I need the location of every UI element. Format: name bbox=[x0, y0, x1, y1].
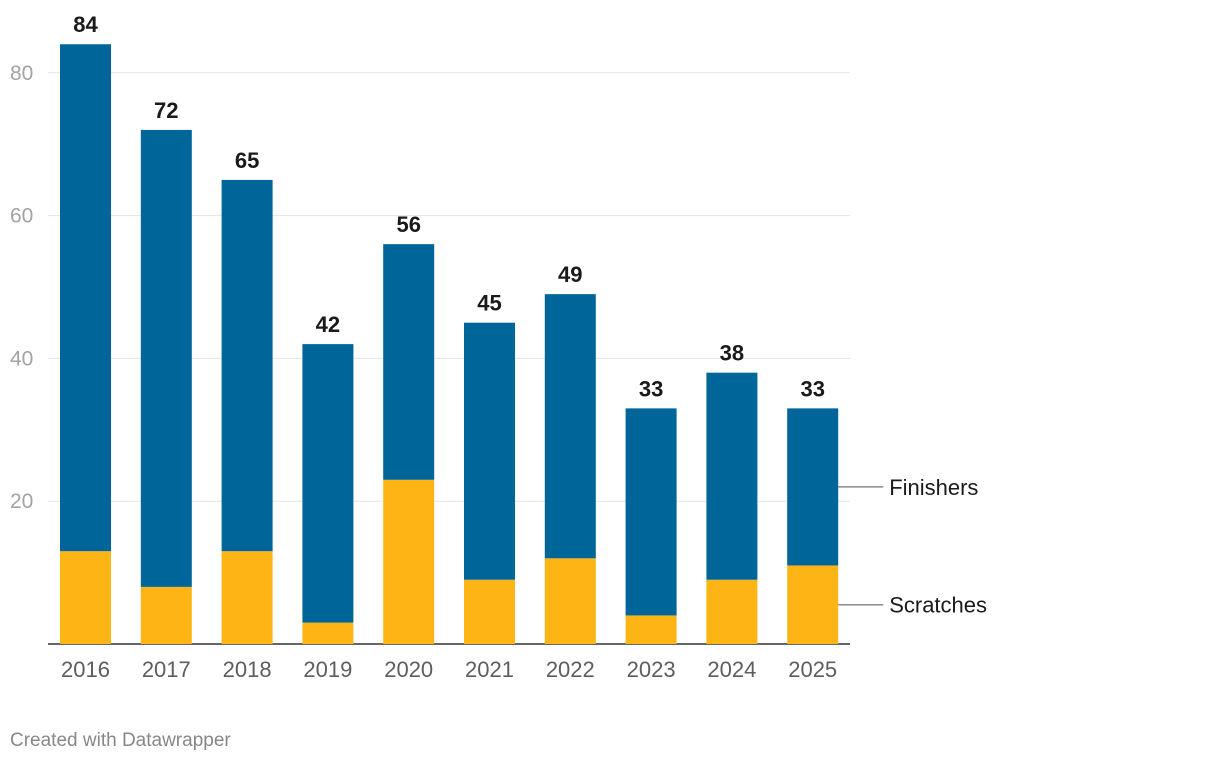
bar-scratches-2025 bbox=[787, 565, 839, 644]
total-label-2017: 72 bbox=[154, 98, 178, 123]
y-tick-label: 60 bbox=[10, 205, 33, 228]
total-label-2018: 65 bbox=[235, 148, 259, 173]
bar-finishers-2025 bbox=[787, 408, 839, 566]
y-tick-label: 80 bbox=[10, 62, 33, 85]
x-tick-label-2017: 2017 bbox=[142, 657, 191, 682]
y-tick-label: 40 bbox=[10, 347, 33, 370]
bar-scratches-2020 bbox=[383, 479, 435, 644]
bar-scratches-2017 bbox=[140, 586, 192, 644]
legend-label-scratches: Scratches bbox=[889, 593, 987, 618]
total-label-2022: 49 bbox=[558, 262, 582, 287]
bars bbox=[60, 44, 839, 644]
total-label-2024: 38 bbox=[720, 341, 744, 366]
bar-finishers-2016 bbox=[60, 44, 111, 552]
bar-finishers-2019 bbox=[302, 344, 354, 623]
x-tick-label-2022: 2022 bbox=[546, 657, 595, 682]
bar-scratches-2019 bbox=[302, 622, 354, 644]
bar-scratches-2022 bbox=[544, 558, 596, 644]
x-tick-label-2024: 2024 bbox=[707, 657, 756, 682]
bar-scratches-2016 bbox=[60, 551, 111, 644]
bar-finishers-2023 bbox=[625, 408, 677, 616]
bar-finishers-2017 bbox=[140, 129, 192, 587]
bar-scratches-2023 bbox=[625, 615, 677, 644]
total-label-2021: 45 bbox=[477, 291, 501, 316]
total-label-2016: 84 bbox=[73, 12, 98, 37]
bar-finishers-2021 bbox=[464, 322, 515, 580]
bar-finishers-2020 bbox=[383, 244, 435, 480]
x-tick-label-2021: 2021 bbox=[465, 657, 514, 682]
legend-label-finishers: Finishers bbox=[889, 475, 978, 500]
footer-credit: Created with Datawrapper bbox=[10, 730, 231, 751]
bar-finishers-2024 bbox=[706, 372, 758, 580]
y-tick-label: 20 bbox=[10, 490, 33, 513]
bar-finishers-2018 bbox=[221, 179, 273, 552]
x-tick-label-2019: 2019 bbox=[303, 657, 352, 682]
total-label-2025: 33 bbox=[800, 376, 824, 401]
x-tick-label-2016: 2016 bbox=[61, 657, 110, 682]
x-tick-label-2020: 2020 bbox=[384, 657, 433, 682]
legend: Scratches Finishers bbox=[838, 475, 987, 618]
labels: 20 40 60 80 84 2016 72 2017 65 2018 42 2019 56 2020 45… bbox=[10, 12, 837, 682]
bar-scratches-2018 bbox=[221, 551, 273, 644]
bar-scratches-2024 bbox=[706, 579, 758, 644]
total-label-2020: 56 bbox=[396, 212, 420, 237]
bar-finishers-2022 bbox=[544, 294, 596, 559]
x-tick-label-2025: 2025 bbox=[788, 657, 837, 682]
x-tick-label-2023: 2023 bbox=[627, 657, 676, 682]
x-tick-label-2018: 2018 bbox=[223, 657, 272, 682]
total-label-2023: 33 bbox=[639, 376, 663, 401]
bar-scratches-2021 bbox=[464, 579, 515, 644]
total-label-2019: 42 bbox=[316, 312, 340, 337]
